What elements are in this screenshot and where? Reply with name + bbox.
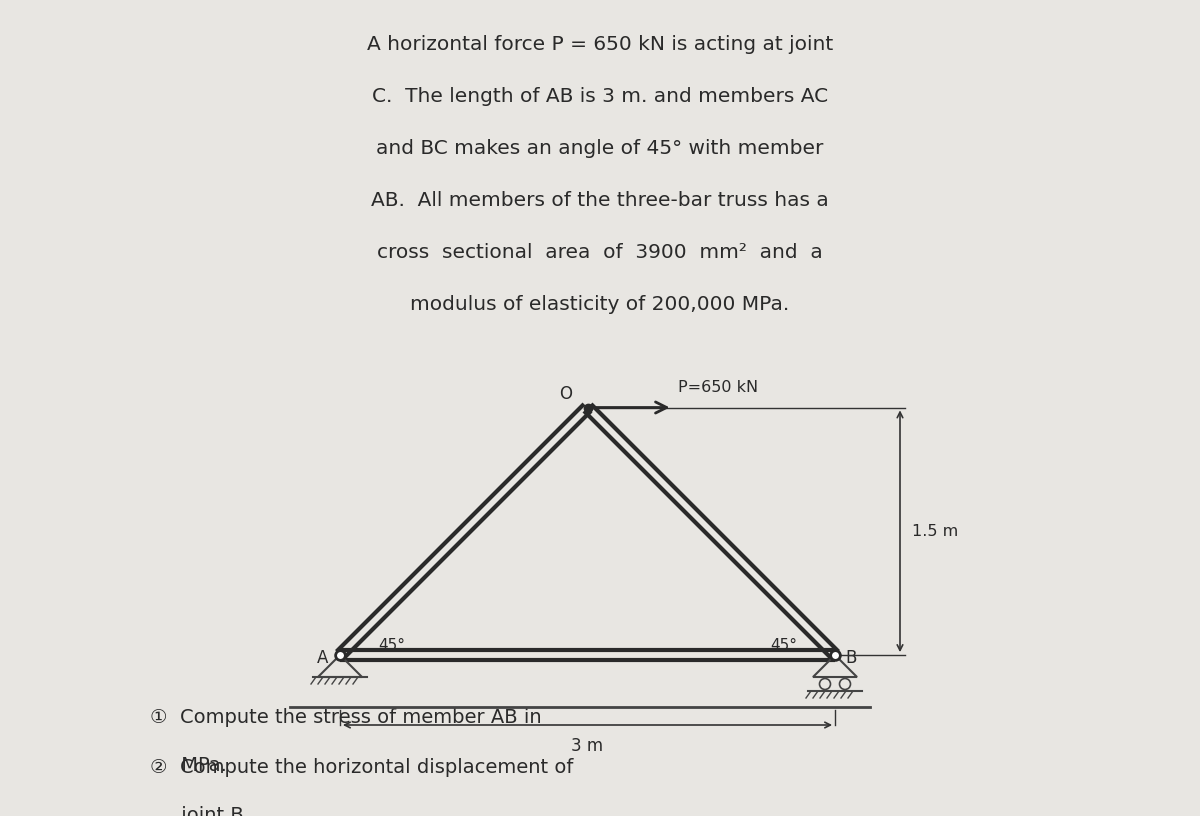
Text: C.  The length of AB is 3 m. and members AC: C. The length of AB is 3 m. and members … bbox=[372, 87, 828, 106]
Text: 45°: 45° bbox=[378, 638, 406, 653]
Text: B: B bbox=[845, 649, 857, 667]
Text: ②  Compute the horizontal displacement of: ② Compute the horizontal displacement of bbox=[150, 758, 574, 777]
Text: A horizontal force P = 650 kN is acting at joint: A horizontal force P = 650 kN is acting … bbox=[367, 35, 833, 54]
Text: 1.5 m: 1.5 m bbox=[912, 524, 959, 539]
Text: cross  sectional  area  of  3900  mm²  and  a: cross sectional area of 3900 mm² and a bbox=[377, 243, 823, 262]
Text: 45°: 45° bbox=[770, 638, 797, 653]
Text: A: A bbox=[317, 649, 328, 667]
Text: P=650 kN: P=650 kN bbox=[678, 380, 757, 396]
Text: O: O bbox=[559, 384, 572, 402]
Text: AB.  All members of the three-bar truss has a: AB. All members of the three-bar truss h… bbox=[371, 191, 829, 210]
Text: MPa.: MPa. bbox=[150, 756, 227, 775]
Text: 3 m: 3 m bbox=[571, 737, 604, 755]
Text: modulus of elasticity of 200,000 MPa.: modulus of elasticity of 200,000 MPa. bbox=[410, 295, 790, 314]
Text: joint B.: joint B. bbox=[150, 806, 250, 816]
Text: and BC makes an angle of 45° with member: and BC makes an angle of 45° with member bbox=[377, 139, 823, 158]
Text: ①  Compute the stress of member AB in: ① Compute the stress of member AB in bbox=[150, 708, 541, 727]
